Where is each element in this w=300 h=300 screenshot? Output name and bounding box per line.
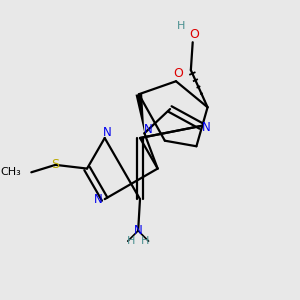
Text: O: O bbox=[173, 67, 183, 80]
Text: CH₃: CH₃ bbox=[0, 167, 21, 177]
Polygon shape bbox=[136, 94, 144, 133]
Text: H: H bbox=[127, 236, 136, 246]
Text: N: N bbox=[134, 224, 142, 237]
Text: N: N bbox=[202, 121, 211, 134]
Text: S: S bbox=[52, 158, 59, 171]
Text: N: N bbox=[103, 126, 112, 139]
Text: H: H bbox=[141, 236, 149, 246]
Text: H: H bbox=[177, 20, 186, 31]
Text: N: N bbox=[144, 123, 152, 136]
Text: O: O bbox=[190, 28, 200, 41]
Text: N: N bbox=[94, 193, 102, 206]
